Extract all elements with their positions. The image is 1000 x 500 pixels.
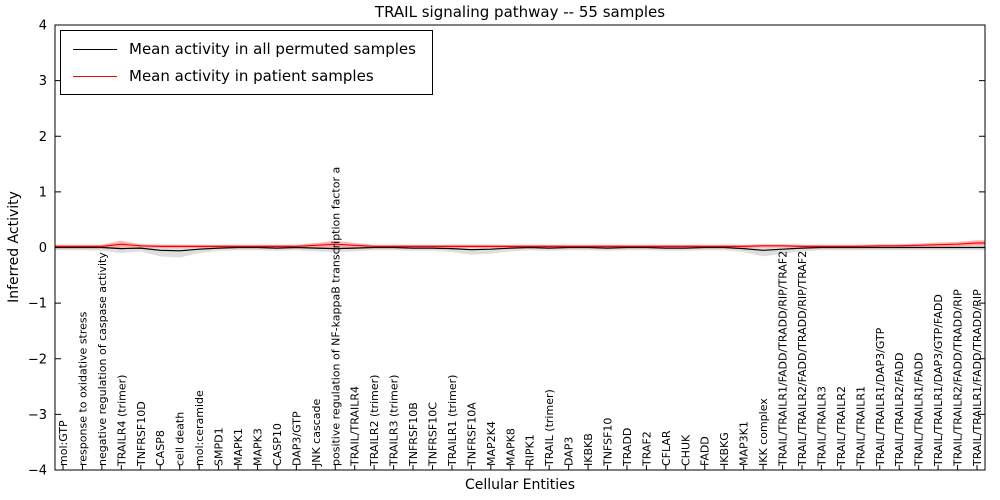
x-tick-label: positive regulation of NF-kappaB transcr…: [329, 167, 342, 466]
y-tick-label: −1: [28, 297, 47, 312]
x-tick-label: MAPK3: [252, 428, 265, 466]
x-tick-label: IKBKG: [718, 432, 731, 466]
x-tick-label: FADD: [699, 436, 712, 466]
x-tick-label: DAP3: [563, 437, 576, 466]
x-tick-label: TRAIL/TRAILR2/FADD/TRADD/RIP/TRAF2: [796, 251, 809, 467]
x-tick-label: TRAIL/TRAILR1/FADD/TRADD/RIP: [971, 289, 984, 467]
x-tick-label: MAP2K4: [485, 421, 498, 466]
x-tick-label: CFLAR: [660, 430, 673, 466]
x-tick-label: CASP10: [271, 423, 284, 466]
x-tick-label: TRAIL/TRAILR1/FADD/TRADD/RIP/TRAF2: [777, 251, 790, 467]
x-tick-label: TRAILR1 (trimer): [446, 375, 459, 467]
y-tick-label: −2: [28, 352, 47, 367]
x-tick-label: TRAIL/TRAILR4: [349, 386, 362, 467]
patient-line-swatch-icon: [73, 75, 117, 77]
x-tick-label: MAPK8: [504, 428, 517, 466]
x-tick-label: RIPK1: [524, 434, 537, 466]
x-tick-label: JNK cascade: [310, 399, 323, 467]
y-tick-label: 4: [39, 19, 47, 34]
x-tick-label: cell death: [174, 412, 187, 466]
x-tick-label: mol:GTP: [57, 420, 70, 466]
x-tick-label: TRAIL/TRAILR1/DAP3/GTP/FADD: [932, 294, 945, 467]
y-tick-label: 0: [39, 241, 47, 256]
x-tick-label: TRAILR3 (trimer): [388, 375, 401, 467]
y-tick-label: 1: [39, 185, 47, 200]
series-line-0: [55, 246, 985, 252]
x-tick-label: MAP3K1: [738, 421, 751, 466]
x-tick-label: TRAIL (trimer): [543, 389, 556, 467]
x-tick-label: IKK complex: [757, 398, 770, 466]
x-axis-label: Cellular Entities: [464, 477, 576, 493]
x-tick-label: TRAILR2 (trimer): [368, 375, 381, 467]
y-axis-label: Inferred Activity: [6, 191, 22, 303]
permuted-line-swatch-icon: [73, 48, 117, 50]
x-tick-label: mol:ceramide: [193, 390, 206, 466]
legend-label-patient: Mean activity in patient samples: [129, 67, 374, 85]
x-tick-label: TRAILR4 (trimer): [115, 375, 128, 467]
y-tick-label: 3: [39, 74, 47, 89]
y-tick-label: 2: [39, 130, 47, 145]
x-tick-label: TRADD: [621, 428, 634, 467]
x-tick-label: TRAIL/TRAILR2/FADD/TRADD/RIP: [952, 289, 965, 467]
x-tick-label: TRAIL/TRAILR1: [854, 386, 867, 467]
legend-entry-patient: Mean activity in patient samples: [73, 67, 416, 85]
legend-label-permuted: Mean activity in all permuted samples: [129, 40, 416, 58]
x-tick-label: TNFRSF10D: [135, 401, 148, 467]
x-tick-label: TNFSF10: [602, 418, 615, 467]
x-tick-label: SMPD1: [213, 427, 226, 466]
x-tick-label: TRAIL/TRAILR1/DAP3/GTP: [874, 327, 887, 467]
x-tick-label: MAPK1: [232, 428, 245, 466]
x-tick-label: TNFRSF10A: [465, 402, 478, 467]
x-tick-label: negative regulation of caspase activity: [96, 252, 109, 466]
x-tick-label: IKBKB: [582, 433, 595, 466]
x-tick-label: TRAIL/TRAILR1/FADD: [913, 353, 926, 467]
y-tick-label: −4: [28, 464, 47, 479]
series-line-1: [55, 242, 985, 247]
chart-title: TRAIL signaling pathway -- 55 samples: [374, 3, 666, 21]
x-tick-label: DAP3/GTP: [290, 411, 303, 466]
x-tick-label: response to oxidative stress: [76, 311, 89, 466]
x-tick-label: TRAIL/TRAILR3: [815, 386, 828, 467]
legend-entry-permuted: Mean activity in all permuted samples: [73, 40, 416, 58]
legend: Mean activity in all permuted samples Me…: [60, 30, 433, 95]
x-tick-label: TRAF2: [640, 431, 653, 467]
x-tick-label: TRAIL/TRAILR2/FADD: [893, 353, 906, 467]
x-tick-label: TNFRSF10C: [427, 402, 440, 467]
x-tick-label: CHUK: [679, 434, 692, 466]
x-tick-label: TRAIL/TRAILR2: [835, 386, 848, 467]
y-tick-label: −3: [28, 408, 47, 423]
x-tick-label: TNFRSF10B: [407, 402, 420, 467]
x-tick-label: CASP8: [154, 430, 167, 466]
